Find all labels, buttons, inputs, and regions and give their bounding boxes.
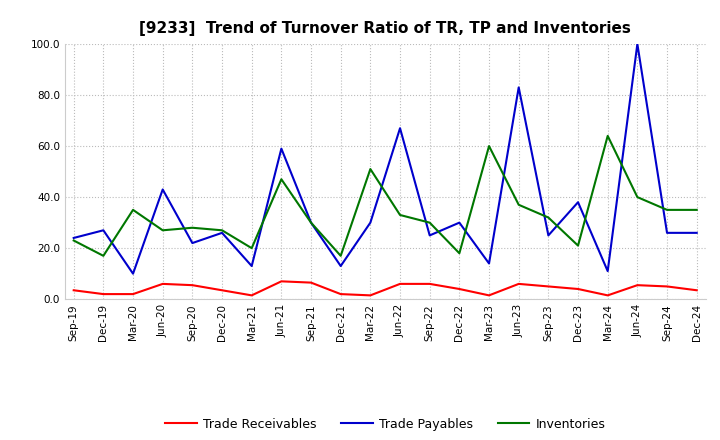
Inventories [544, 215, 553, 220]
Trade Payables [396, 125, 405, 131]
Trade Receivables [158, 281, 167, 286]
Trade Payables [277, 146, 286, 151]
Trade Receivables [455, 286, 464, 292]
Inventories [129, 207, 138, 213]
Trade Payables [307, 220, 315, 225]
Trade Payables [485, 261, 493, 266]
Line: Trade Receivables: Trade Receivables [73, 281, 697, 295]
Inventories [633, 194, 642, 200]
Trade Receivables [99, 291, 108, 297]
Inventories [603, 133, 612, 139]
Trade Payables [158, 187, 167, 192]
Trade Receivables [662, 284, 671, 289]
Trade Receivables [603, 293, 612, 298]
Inventories [99, 253, 108, 258]
Trade Receivables [485, 293, 493, 298]
Legend: Trade Receivables, Trade Payables, Inventories: Trade Receivables, Trade Payables, Inven… [161, 413, 610, 436]
Trade Payables [603, 268, 612, 274]
Inventories [158, 227, 167, 233]
Inventories [366, 166, 374, 172]
Trade Payables [129, 271, 138, 276]
Line: Inventories: Inventories [73, 136, 697, 256]
Inventories [693, 207, 701, 213]
Inventories [485, 143, 493, 149]
Inventories [217, 227, 226, 233]
Trade Receivables [574, 286, 582, 292]
Trade Receivables [366, 293, 374, 298]
Trade Payables [544, 233, 553, 238]
Inventories [514, 202, 523, 207]
Inventories [455, 251, 464, 256]
Trade Receivables [217, 288, 226, 293]
Trade Payables [633, 41, 642, 47]
Trade Payables [662, 230, 671, 235]
Trade Payables [426, 233, 434, 238]
Inventories [426, 220, 434, 225]
Trade Receivables [514, 281, 523, 286]
Trade Receivables [277, 279, 286, 284]
Inventories [69, 238, 78, 243]
Trade Payables [99, 227, 108, 233]
Line: Trade Payables: Trade Payables [73, 44, 697, 274]
Inventories [396, 213, 405, 218]
Trade Payables [336, 264, 345, 269]
Trade Payables [514, 85, 523, 90]
Trade Payables [693, 230, 701, 235]
Trade Receivables [544, 284, 553, 289]
Trade Receivables [307, 280, 315, 285]
Inventories [574, 243, 582, 248]
Trade Payables [366, 220, 374, 225]
Trade Receivables [693, 288, 701, 293]
Trade Payables [455, 220, 464, 225]
Inventories [336, 253, 345, 258]
Trade Receivables [396, 281, 405, 286]
Trade Receivables [633, 282, 642, 288]
Inventories [307, 220, 315, 225]
Trade Receivables [188, 282, 197, 288]
Inventories [662, 207, 671, 213]
Trade Payables [188, 240, 197, 246]
Trade Receivables [248, 293, 256, 298]
Trade Payables [574, 200, 582, 205]
Inventories [277, 176, 286, 182]
Inventories [188, 225, 197, 231]
Trade Payables [248, 264, 256, 269]
Trade Payables [217, 230, 226, 235]
Trade Receivables [336, 291, 345, 297]
Trade Receivables [69, 288, 78, 293]
Trade Payables [69, 235, 78, 241]
Inventories [248, 246, 256, 251]
Title: [9233]  Trend of Turnover Ratio of TR, TP and Inventories: [9233] Trend of Turnover Ratio of TR, TP… [139, 21, 631, 36]
Trade Receivables [129, 291, 138, 297]
Trade Receivables [426, 281, 434, 286]
